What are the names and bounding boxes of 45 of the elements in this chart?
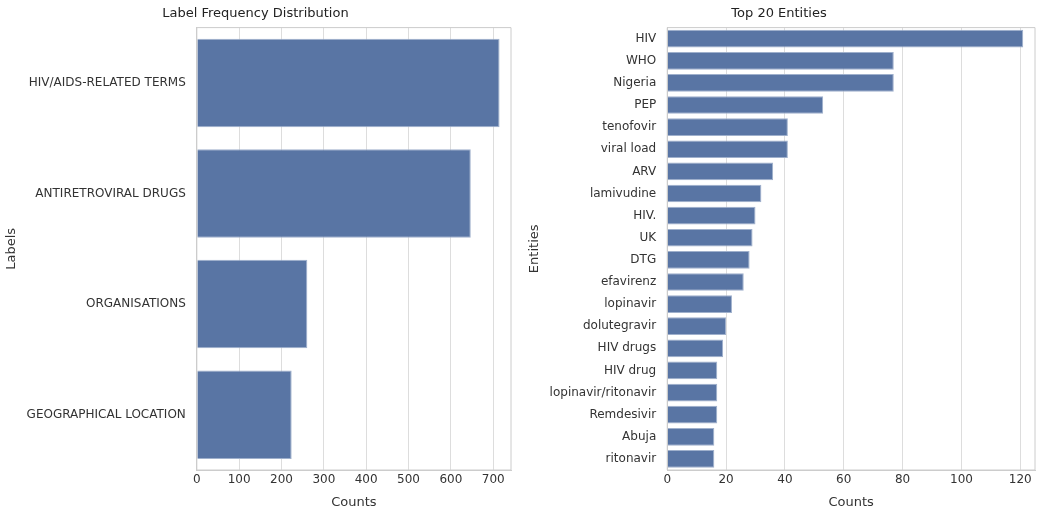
y-tick-label: UK (639, 229, 658, 244)
y-tick-label: lopinavir (604, 296, 657, 311)
y-tick-label: DTG (630, 251, 657, 266)
y-tick-label: ARV (632, 163, 658, 178)
y-tick-label: HIV (635, 30, 658, 45)
y-tick-label: HIV/AIDS-RELATED TERMS (28, 75, 186, 90)
y-tick-label: dolutegravir (582, 318, 657, 333)
y-tick-label: WHO (625, 52, 657, 67)
x-tick-label: 100 (227, 472, 251, 487)
y-tick-label: ANTIRETROVIRAL DRUGS (35, 185, 186, 200)
x-tick-label: 700 (481, 472, 505, 487)
chart-title: Top 20 Entities (730, 5, 827, 21)
y-tick-label: GEOGRAPHICAL LOCATION (26, 406, 186, 421)
x-axis-title: Counts (331, 493, 377, 509)
x-tick-label: 200 (270, 472, 293, 487)
y-tick-label: lopinavir/ritonavir (549, 384, 657, 399)
x-tick-label: 300 (312, 472, 336, 487)
x-tick-label: 80 (894, 472, 911, 487)
x-tick-label: 0 (663, 472, 672, 487)
y-tick-label: tenofovir (602, 119, 657, 134)
x-tick-label: 600 (439, 472, 463, 487)
x-tick-label: 0 (193, 472, 201, 487)
x-tick-label: 20 (718, 472, 734, 487)
y-tick-label: Remdesivir (589, 406, 657, 421)
x-tick-label: 60 (836, 472, 852, 487)
y-tick-label: Nigeria (613, 75, 657, 90)
x-tick-label: 500 (397, 472, 420, 487)
x-tick-label: 100 (949, 472, 973, 487)
y-axis-title: Labels (3, 227, 19, 270)
y-tick-label: lamivudine (589, 185, 657, 200)
x-axis-title: Counts (828, 493, 875, 509)
y-tick-label: PEP (634, 97, 657, 112)
x-tick-label: 120 (1008, 472, 1032, 487)
y-tick-label: HIV drug (603, 362, 657, 377)
y-tick-label: HIV. (633, 207, 657, 222)
x-tick-label: 400 (354, 472, 378, 487)
y-tick-label: Abuja (622, 428, 657, 443)
y-tick-label: HIV drugs (597, 340, 657, 355)
y-tick-label: efavirenz (600, 274, 657, 289)
y-axis-title: Entities (526, 224, 542, 274)
y-tick-label: ORGANISATIONS (85, 296, 186, 311)
chart-title: Label Frequency Distribution (162, 5, 349, 21)
x-tick-label: 40 (777, 472, 793, 487)
y-tick-label: viral load (600, 141, 657, 156)
y-tick-label: ritonavir (605, 451, 657, 466)
